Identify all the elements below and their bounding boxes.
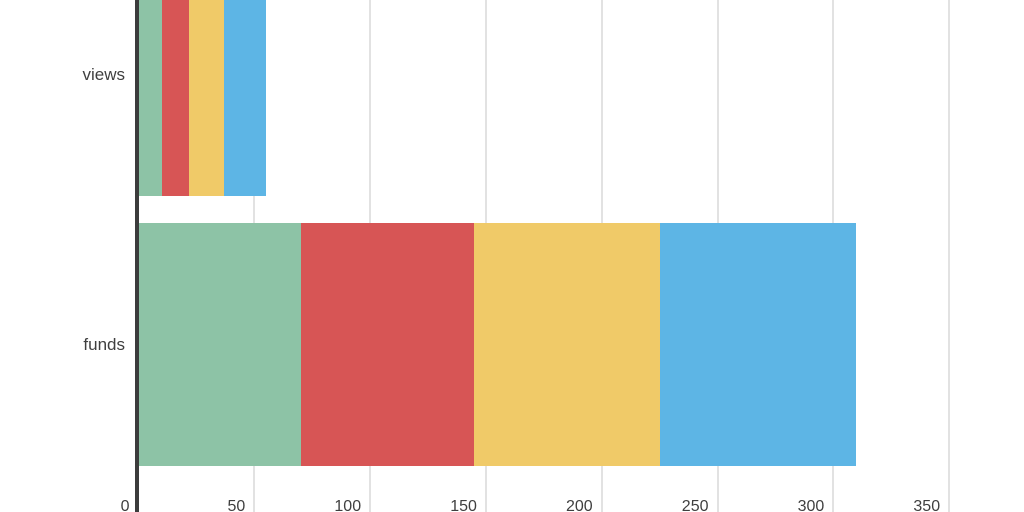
bar-segment (189, 0, 225, 196)
x-tick-label: 350 (913, 498, 941, 512)
bar-views (0, 0, 1024, 196)
bar-funds (0, 223, 1024, 466)
bar-segment (161, 0, 190, 196)
y-category-label: views (82, 64, 125, 84)
bar-segment (659, 223, 857, 466)
bar-segment (138, 0, 162, 196)
bar-segment (474, 223, 660, 466)
x-tick-label: 250 (681, 498, 709, 512)
x-tick-label: 50 (227, 498, 246, 512)
y-category-label: funds (83, 334, 125, 354)
bar-segment (300, 223, 475, 466)
x-tick-label: 200 (566, 498, 593, 512)
gridline (948, 0, 951, 512)
x-tick-label: 100 (334, 498, 362, 512)
y-axis-line (135, 0, 139, 512)
bar-segment (224, 0, 266, 196)
bar-segment (138, 223, 301, 466)
x-tick-label: 0 (120, 498, 130, 512)
x-tick-label: 150 (450, 498, 477, 512)
x-tick-label: 300 (797, 498, 825, 512)
